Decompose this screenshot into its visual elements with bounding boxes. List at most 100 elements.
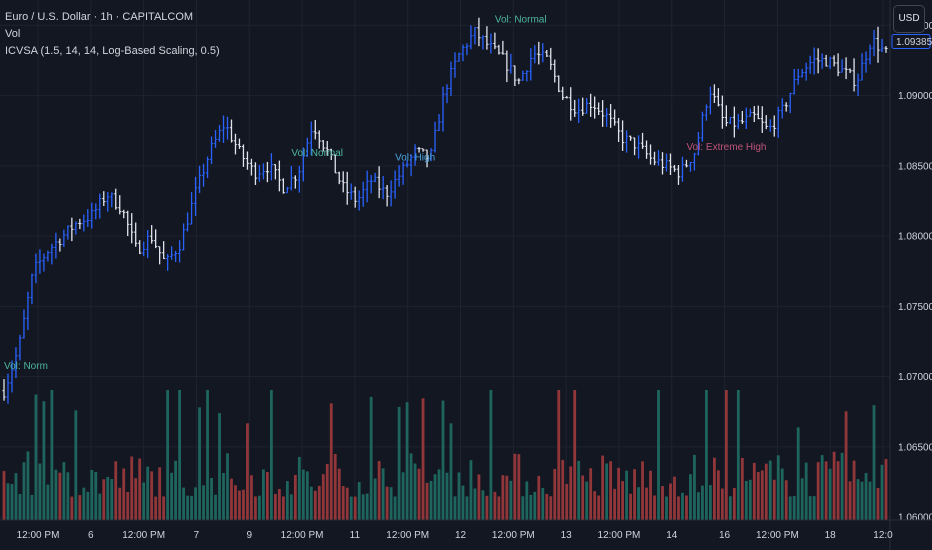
- volume-bar: [82, 487, 86, 520]
- price-bar: [221, 115, 226, 143]
- price-bar: [836, 53, 840, 77]
- price-bar: [293, 175, 297, 189]
- volume-bar: [473, 488, 477, 520]
- volume-bar: [824, 461, 828, 520]
- price-bar: [453, 52, 457, 78]
- volume-bar: [46, 484, 50, 520]
- price-bar: [26, 291, 30, 330]
- price-bar: [441, 86, 445, 132]
- price-tick-label: 1.07500: [898, 302, 932, 313]
- time-axis[interactable]: 12:00 PM 6 12:00 PM 7 9 12:00 PM 11 12:00 PM 12 1…: [0, 519, 932, 541]
- volume-annotation-label: Vol: Normal: [495, 15, 547, 26]
- price-bar: [485, 26, 489, 50]
- volume-bar: [277, 488, 281, 520]
- volume-bar: [305, 471, 309, 520]
- volume-bar: [94, 472, 98, 520]
- price-tick-label: 1.06000: [898, 513, 932, 524]
- volume-bar: [477, 474, 481, 520]
- price-bar: [389, 180, 393, 207]
- volume-bar: [724, 390, 728, 520]
- volume-bar: [309, 486, 313, 520]
- price-bar: [704, 104, 709, 121]
- volume-bar: [158, 467, 162, 520]
- volume-bar: [138, 458, 142, 520]
- volume-bar: [281, 496, 285, 520]
- volume-bar: [178, 390, 182, 520]
- volume-bar: [206, 390, 209, 520]
- volume-bar: [732, 488, 736, 520]
- price-bar: [740, 111, 744, 124]
- price-bar: [672, 164, 677, 172]
- price-bar: [34, 253, 38, 284]
- price-bar: [393, 170, 397, 199]
- volume-bar: [545, 493, 549, 520]
- volume-bar: [254, 496, 257, 520]
- price-bar: [325, 141, 329, 156]
- price-bar: [816, 48, 820, 74]
- price-bar: [397, 165, 401, 187]
- price-tick-label: 1.07000: [898, 372, 932, 383]
- volume-bar: [832, 451, 836, 520]
- time-tick-label: 12:00 PM: [756, 530, 799, 541]
- volume-bar: [641, 461, 644, 520]
- volume-bar: [361, 494, 365, 520]
- price-bar: [122, 209, 126, 219]
- price-bar: [541, 43, 545, 63]
- volume-bar: [54, 469, 58, 520]
- volume-bar: [848, 481, 852, 520]
- volume-bar: [317, 485, 321, 520]
- price-bar: [285, 186, 289, 194]
- volume-bar: [341, 486, 345, 520]
- volume-bar: [565, 483, 569, 520]
- price-bar: [597, 102, 601, 116]
- volume-bar: [796, 427, 800, 520]
- volume-bar: [90, 469, 94, 520]
- price-bar: [30, 273, 34, 305]
- price-bar: [134, 222, 138, 247]
- volume-bar: [661, 486, 664, 520]
- price-bar: [217, 125, 222, 142]
- volume-bar: [541, 487, 545, 520]
- price-bar: [449, 61, 453, 96]
- price-bar: [257, 164, 262, 182]
- volume-bar: [449, 423, 453, 520]
- symbol-title[interactable]: Euro / U.S. Dollar · 1h · CAPITALCOM: [5, 11, 194, 23]
- volume-annotation-label: Vol: High: [395, 152, 435, 163]
- volume-bar: [313, 490, 317, 520]
- volume-bar: [705, 390, 708, 520]
- volume-bar: [421, 398, 425, 520]
- volume-bar: [325, 463, 329, 520]
- volume-bar: [182, 487, 185, 520]
- price-bar: [189, 192, 194, 225]
- volume-bar: [14, 473, 18, 520]
- price-bar: [341, 171, 345, 193]
- price-bar: [265, 161, 270, 183]
- volume-bar: [142, 482, 146, 520]
- price-bar: [549, 47, 553, 70]
- volume-indicator-title[interactable]: Vol: [5, 28, 21, 40]
- currency-button[interactable]: USD: [893, 5, 925, 33]
- volume-bar: [768, 460, 772, 520]
- volume-bar: [269, 390, 273, 520]
- volume-bar: [409, 453, 413, 520]
- price-bar: [756, 105, 760, 120]
- volume-bar: [6, 483, 10, 520]
- volume-bar: [740, 457, 744, 520]
- volume-bar: [585, 481, 589, 520]
- price-bar: [764, 115, 768, 130]
- price-bar: [489, 33, 493, 54]
- volume-bar: [776, 455, 780, 520]
- time-tick-label: 18: [825, 530, 837, 541]
- price-bar: [648, 144, 653, 165]
- volume-bar: [22, 462, 26, 520]
- volume-bar: [210, 477, 213, 520]
- time-tick-label: 7: [194, 530, 200, 541]
- time-tick-label: 12:00 PM: [17, 530, 60, 541]
- price-bar: [736, 113, 740, 130]
- price-bar: [776, 106, 780, 138]
- price-bar: [593, 96, 597, 119]
- volume-annotation-label: Vol: Extreme High: [686, 142, 766, 153]
- icvsa-indicator-title[interactable]: ICVSA (1.5, 14, 14, Log-Based Scaling, 0…: [5, 45, 220, 57]
- volume-bar: [401, 472, 405, 520]
